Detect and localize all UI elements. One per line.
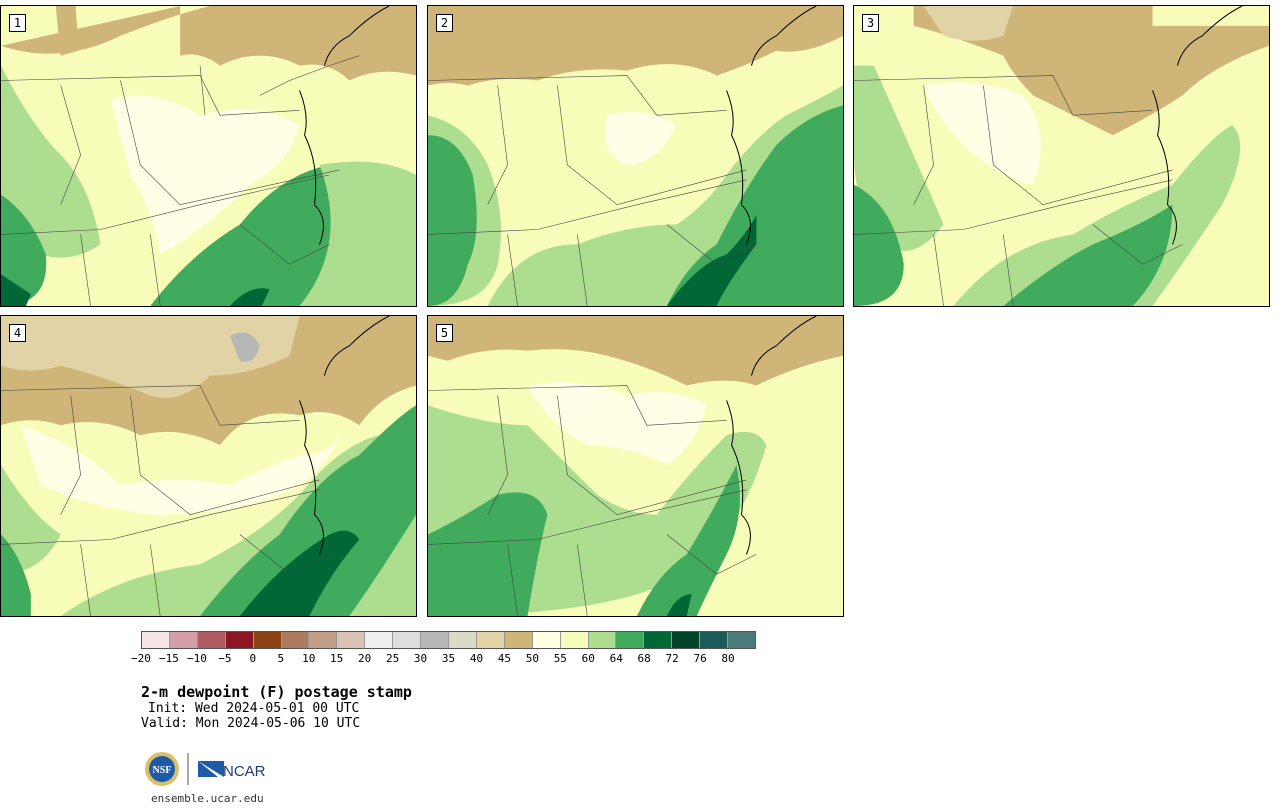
colorbar-swatch (448, 632, 477, 648)
logos: NSF NCAR (144, 751, 274, 787)
site-url: ensemble.ucar.edu (151, 792, 264, 805)
colorbar-tick-label: 25 (385, 652, 400, 665)
colorbar-swatch (281, 632, 310, 648)
dewpoint-map-1 (1, 6, 416, 306)
colorbar-swatch (197, 632, 226, 648)
colorbar-tick-label: −10 (186, 652, 207, 665)
colorbar-swatch (532, 632, 561, 648)
colorbar-tick-label: −5 (218, 652, 232, 665)
chart-title: 2-m dewpoint (F) postage stamp (141, 683, 412, 701)
nsf-seal-icon: NSF (145, 752, 179, 786)
colorbar-swatch (253, 632, 282, 648)
colorbar-swatch (309, 632, 338, 648)
colorbar-swatch (225, 632, 254, 648)
colorbar-tick-label: −20 (131, 652, 151, 665)
colorbar-swatch (504, 632, 533, 648)
colorbar-tick-label: 45 (497, 652, 512, 665)
panel-number: 3 (862, 14, 879, 32)
panel-number: 4 (9, 324, 26, 342)
map-panel-5: 5 (427, 315, 844, 617)
colorbar (141, 631, 756, 649)
map-panel-2: 2 (427, 5, 844, 307)
colorbar-swatch (169, 632, 198, 648)
dewpoint-map-5 (428, 316, 843, 616)
dewpoint-map-4 (1, 316, 416, 616)
colorbar-tick-label: 64 (609, 652, 623, 665)
colorbar-ticks: −20 −15 −10 −5 0 5 10 15 20 25 30 35 40 45 50 55 60 64 68 7… (131, 652, 756, 666)
valid-time: Valid: Mon 2024-05-06 10 UTC (141, 716, 361, 731)
dewpoint-map-3 (854, 6, 1269, 306)
colorbar-swatch (476, 632, 505, 648)
colorbar-tick-label: 55 (553, 652, 567, 665)
nsf-text: NSF (153, 765, 172, 776)
colorbar-swatch (337, 632, 366, 648)
colorbar-swatch (560, 632, 589, 648)
colorbar-swatch (588, 632, 617, 648)
colorbar-tick-label: 30 (413, 652, 428, 665)
map-panel-4: 4 (0, 315, 417, 617)
panel-number: 2 (436, 14, 453, 32)
map-panel-3: 3 (853, 5, 1270, 307)
colorbar-tick-label: 80 (721, 652, 735, 665)
colorbar-swatch (393, 632, 422, 648)
colorbar-tick-label: 50 (525, 652, 539, 665)
ncar-mark-icon (198, 761, 224, 777)
colorbar-tick-label: 10 (302, 652, 316, 665)
colorbar-tick-label: 0 (249, 652, 257, 665)
colorbar-tick-label: 76 (693, 652, 707, 665)
init-time: Init: Wed 2024-05-01 00 UTC (148, 701, 360, 716)
colorbar-tick-label: 5 (277, 652, 285, 665)
colorbar-tick-label: 15 (330, 652, 344, 665)
colorbar-tick-label: 60 (581, 652, 595, 665)
dewpoint-map-2 (428, 6, 843, 306)
colorbar-swatch (421, 632, 449, 648)
colorbar-swatch (365, 632, 394, 648)
colorbar-swatch (672, 632, 701, 648)
panel-number: 1 (9, 14, 26, 32)
colorbar-swatch (700, 632, 729, 648)
colorbar-tick-label: 68 (637, 652, 651, 665)
colorbar-tick-label: 35 (441, 652, 456, 665)
colorbar-swatch (142, 632, 170, 648)
colorbar-tick-label: 72 (665, 652, 679, 665)
colorbar-swatch (728, 632, 755, 648)
colorbar-swatch (644, 632, 673, 648)
panel-number: 5 (436, 324, 453, 342)
colorbar-tick-label: 40 (469, 652, 484, 665)
colorbar-tick-label: −15 (159, 652, 179, 665)
ncar-text: NCAR (223, 763, 266, 780)
map-panel-1: 1 (0, 5, 417, 307)
colorbar-swatch (616, 632, 645, 648)
colorbar-tick-label: 20 (358, 652, 372, 665)
